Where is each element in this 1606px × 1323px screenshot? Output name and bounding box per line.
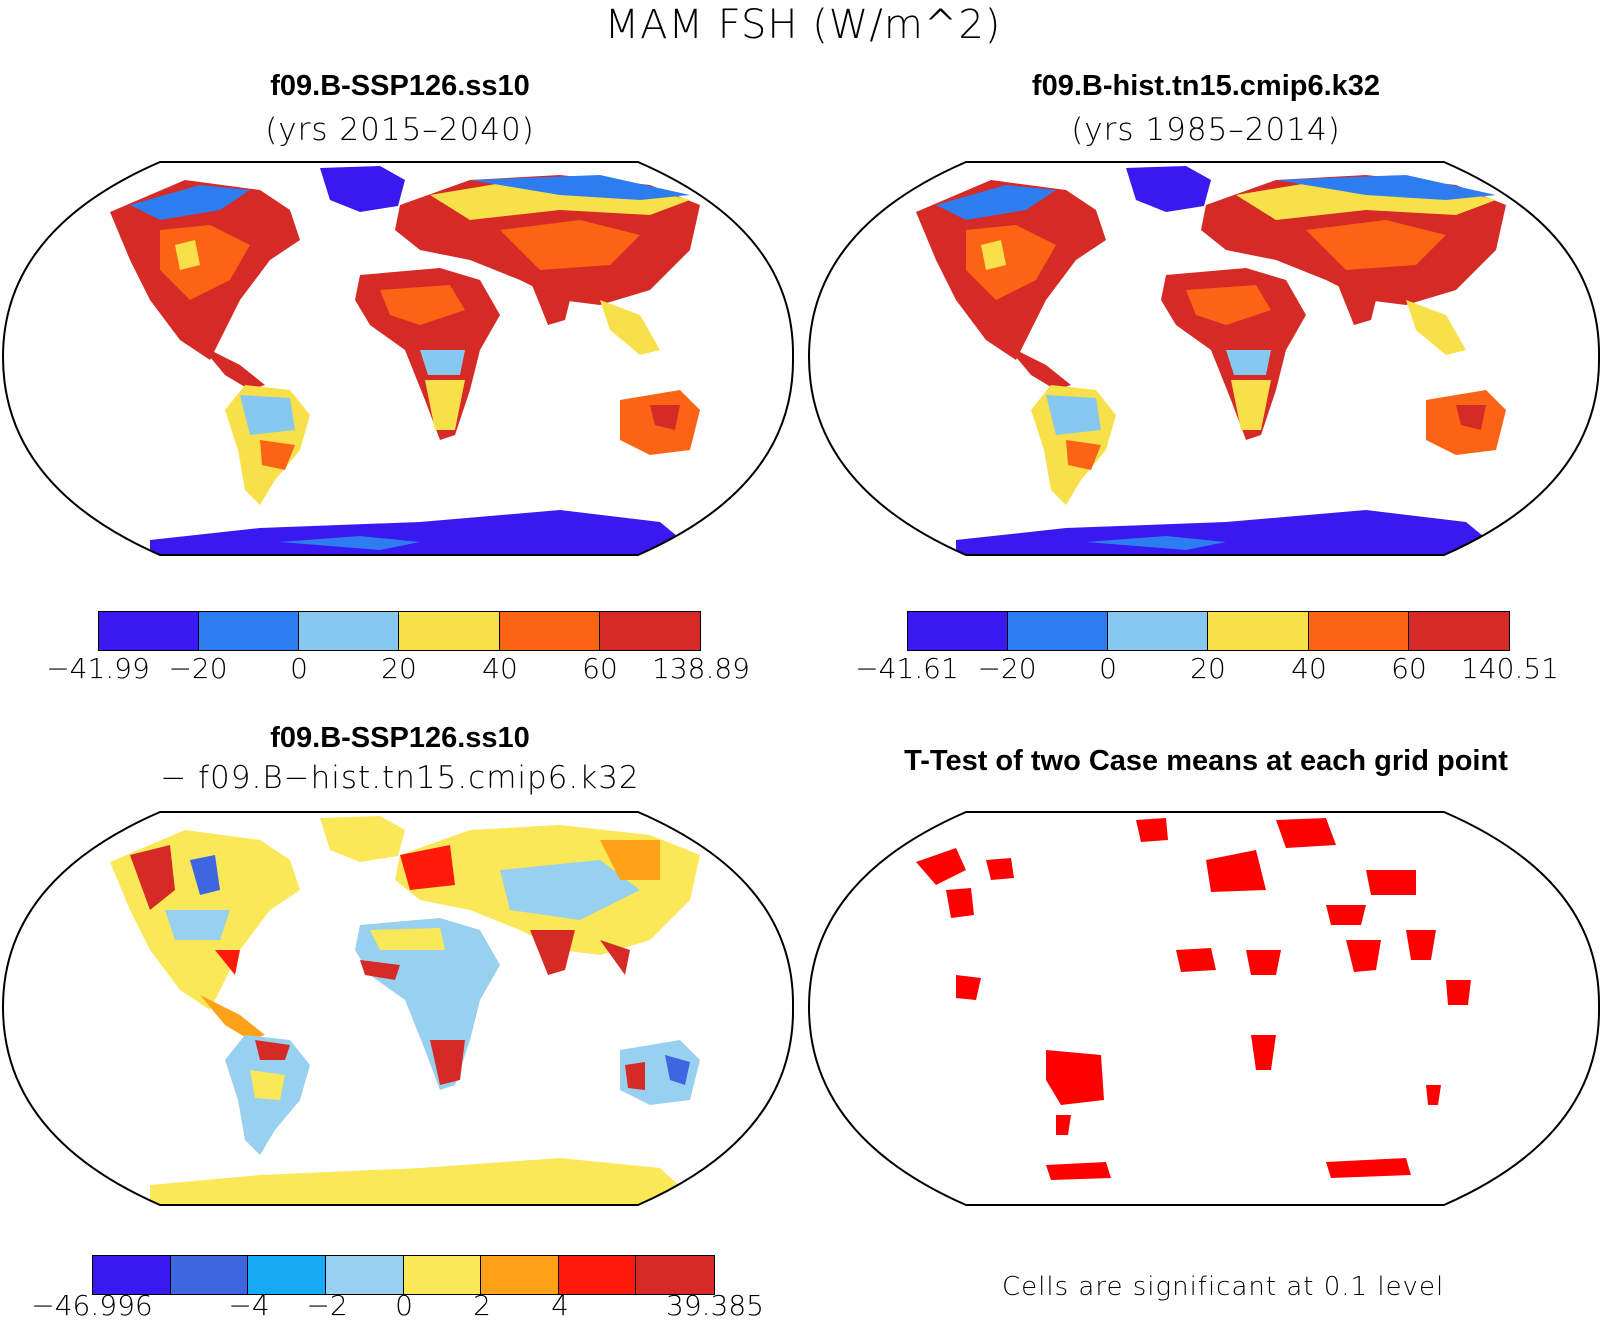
colorbar-tick: −41.61 [855, 652, 959, 685]
significant-cell [1276, 818, 1336, 848]
significant-cell [1406, 930, 1436, 960]
antarctica-region [150, 510, 700, 555]
colorbar-tick: 39.385 [666, 1289, 764, 1322]
colorbar-box [636, 1256, 714, 1294]
map-frame [1, 811, 795, 1206]
antarctica-region [150, 1158, 700, 1205]
significant-cell [1136, 818, 1168, 842]
map-frame [807, 811, 1601, 1206]
panel4-title: T-Test of two Case means at each grid po… [904, 745, 1508, 777]
figure-title: MAM FSH (W/m^2) [604, 2, 1002, 48]
significant-cell [1326, 1158, 1411, 1178]
colorbar-box [299, 612, 400, 650]
significant-cell [916, 848, 966, 885]
colorbar-tick: 0 [290, 652, 308, 685]
colorbar-box [403, 1256, 482, 1294]
significant-cell [1206, 850, 1266, 892]
panel2-title: f09.B-hist.tn15.cmip6.k32 [1031, 70, 1381, 102]
colorbar-box [599, 612, 700, 650]
panel2-map [807, 161, 1601, 556]
colorbar-tick: 138.89 [652, 652, 750, 685]
colorbar-box [499, 612, 600, 650]
significant-cell [1251, 1035, 1276, 1070]
significant-cell [1346, 940, 1381, 972]
colorbar-tick: 2 [473, 1289, 491, 1322]
colorbar-box [1208, 612, 1309, 650]
colorbar-box [558, 1256, 637, 1294]
panel1-title: f09.B-SSP126.ss10 [270, 70, 530, 102]
significant-cell [1056, 1115, 1071, 1135]
panel2-subtitle: (yrs 1985–2014) [1071, 112, 1341, 148]
colorbar-box [1408, 612, 1509, 650]
colorbar-box [170, 1256, 249, 1294]
panel3-subtitle: − f09.B−hist.tn15.cmip6.k32 [160, 760, 640, 796]
colorbar-tick: 40 [1291, 652, 1327, 685]
significance-note: Cells are significant at 0.1 level [1002, 1272, 1445, 1302]
colorbar-box [1108, 612, 1209, 650]
colorbar-tick: 20 [381, 652, 417, 685]
colorbar-box [248, 1256, 326, 1294]
panel1-map [1, 161, 795, 556]
colorbar-box [199, 612, 300, 650]
significant-cell [1046, 1162, 1111, 1180]
colorbar-tick: 0 [1099, 652, 1117, 685]
significant-cell [956, 975, 981, 1000]
significant-cell [1176, 948, 1216, 972]
colorbar-tick: 0 [395, 1289, 413, 1322]
panel1-subtitle: (yrs 2015–2040) [265, 112, 535, 148]
significant-cell [1046, 1050, 1104, 1105]
panel3-colorbar [92, 1255, 715, 1295]
significant-cell [1326, 905, 1366, 925]
colorbar-box [481, 1256, 559, 1294]
colorbar-tick: 40 [482, 652, 518, 685]
colorbar-box [93, 1256, 171, 1294]
colorbar-tick: −20 [977, 652, 1037, 685]
panel3-map [1, 811, 795, 1206]
map-frame [1, 161, 795, 556]
colorbar-tick: 140.51 [1461, 652, 1559, 685]
significant-cell [1246, 950, 1281, 975]
colorbar-tick: 4 [551, 1289, 569, 1322]
colorbar-tick: −46.996 [31, 1289, 153, 1322]
colorbar-tick: −20 [168, 652, 228, 685]
colorbar-tick: 60 [582, 652, 618, 685]
colorbar-tick: −4 [228, 1289, 270, 1322]
greenland-region [320, 166, 405, 212]
colorbar-box [325, 1256, 404, 1294]
panel2-colorbar [907, 611, 1510, 651]
colorbar-box [1308, 612, 1409, 650]
colorbar-tick: 20 [1190, 652, 1226, 685]
significant-cell [1426, 1085, 1441, 1105]
antarctica-region [956, 510, 1506, 555]
significant-cell [986, 858, 1014, 880]
greenland-region [1126, 166, 1211, 212]
panel1-colorbar [98, 611, 701, 651]
panel3-title: f09.B-SSP126.ss10 [270, 722, 530, 754]
greenland-region [320, 816, 405, 862]
colorbar-box [399, 612, 500, 650]
panel4-map [807, 811, 1601, 1206]
map-frame [807, 161, 1601, 556]
colorbar-tick: −2 [306, 1289, 348, 1322]
colorbar-box [99, 612, 200, 650]
colorbar-box [908, 612, 1009, 650]
colorbar-box [1008, 612, 1109, 650]
significant-cell [1366, 870, 1416, 895]
significant-cell [946, 888, 974, 918]
colorbar-tick: 60 [1391, 652, 1427, 685]
significant-cell [1446, 980, 1471, 1005]
colorbar-tick: −41.99 [46, 652, 150, 685]
